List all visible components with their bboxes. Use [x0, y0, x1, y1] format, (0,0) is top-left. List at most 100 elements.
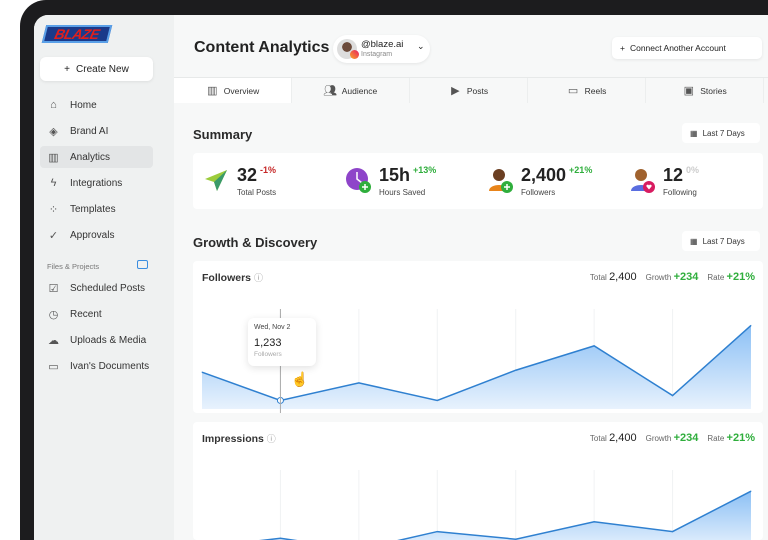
tab-bar: ▥ Overview 👥︎ Audience ▶ Posts ▭ Reels ▣ Stor… [174, 77, 768, 103]
connect-label: Connect Another Account [629, 43, 726, 53]
summary-cards: 32 -1% Total Posts 15h +13% Hours Saved 2,40… [193, 153, 763, 209]
cloud-upload-icon: ☁ [48, 334, 59, 347]
rate-value: +21% [726, 432, 755, 444]
tab-posts[interactable]: ▶ Posts [410, 78, 528, 103]
info-icon[interactable]: ⓘ [266, 434, 276, 444]
info-icon[interactable]: ⓘ [253, 273, 263, 283]
portrait-icon: ▣ [683, 85, 694, 97]
instagram-icon [350, 50, 359, 59]
rate-label: Rate [707, 434, 725, 443]
plus-icon: + [620, 43, 625, 53]
stat-change: +21% [569, 165, 593, 175]
tooltip-date: Wed, Nov 2 [254, 324, 291, 331]
bolt-icon: ϟ [50, 177, 57, 189]
stat-followers: 2,400 +21% Followers [477, 153, 619, 209]
sidebar: BLAZE + Create New ⌂ Home ◈ Brand AI ▥ Analyti… [34, 15, 174, 540]
summary-range-select[interactable]: ▦ Last 7 Days [682, 123, 760, 143]
x-tick-label: Nov 7 [673, 412, 694, 413]
files-section-label: Files & Projects [47, 262, 100, 271]
sidebar-item-ivan-s-documents[interactable]: ▭ Ivan's Documents [40, 355, 153, 377]
tooltip-label: Followers [254, 351, 282, 358]
area-fill [202, 325, 751, 409]
sidebar-item-analytics[interactable]: ▥ Analytics [40, 146, 153, 168]
sidebar-item-label: Brand AI [70, 125, 109, 137]
chart-title: Impressions ⓘ [202, 432, 276, 445]
hand-cursor-icon: ☝ [291, 371, 309, 387]
home-icon: ⌂ [50, 99, 57, 111]
stat-hours-saved: 15h +13% Hours Saved [335, 153, 477, 209]
chart-title-text: Followers [202, 272, 252, 284]
sidebar-item-label: Analytics [70, 151, 111, 163]
bar-chart-icon: ▥ [207, 85, 218, 97]
growth-title: Growth & Discovery [193, 235, 318, 250]
sidebar-item-approvals[interactable]: ✓ Approvals [40, 224, 153, 246]
plus-icon: + [64, 63, 71, 75]
x-tick-label: Nov 4 [437, 412, 458, 413]
sidebar-item-label: Uploads & Media [70, 334, 147, 346]
stat-change: -1% [260, 165, 277, 175]
sidebar-item-templates[interactable]: ⁘ Templates [40, 198, 153, 220]
x-tick-label: Nov 3 [359, 412, 380, 413]
x-tick-label: Nov 2 [280, 412, 301, 413]
tab-stories[interactable]: ▣ Stories [646, 78, 764, 103]
stat-label: Total Posts [237, 188, 277, 197]
stat-change: +13% [413, 165, 437, 175]
sidebar-item-recent[interactable]: ◷ Recent [40, 303, 153, 325]
x-tick-label: Nov 1 [202, 412, 223, 413]
calendar-icon: ▦ [690, 236, 698, 246]
sidebar-item-integrations[interactable]: ϟ Integrations [40, 172, 153, 194]
sidebar-item-uploads-media[interactable]: ☁ Uploads & Media [40, 329, 153, 351]
stat-value: 32 [237, 165, 258, 185]
create-new-button[interactable]: + Create New [40, 57, 153, 81]
sidebar-item-home[interactable]: ⌂ Home [40, 94, 153, 116]
paper-plane-icon [205, 170, 227, 191]
account-switcher[interactable]: @blaze.ai Instagram ⌄ [333, 35, 430, 63]
logo-text: BLAZE [52, 26, 102, 42]
tag-icon: ◈ [49, 125, 58, 138]
chart-title: Followers ⓘ [202, 271, 263, 284]
growth-range-select[interactable]: ▦ Last 7 Days [682, 231, 760, 251]
calendar-icon: ▦ [690, 128, 698, 138]
rate-label: Rate [707, 273, 725, 282]
video-icon: ▭ [567, 85, 579, 97]
summary-title: Summary [193, 127, 253, 142]
series-line [258, 490, 752, 540]
stat-label: Hours Saved [379, 188, 426, 197]
account-handle: @blaze.ai [361, 39, 404, 50]
folder-clock-icon: ◷ [48, 308, 59, 321]
blaze-logo[interactable]: BLAZE [41, 25, 113, 43]
stat-value: 15h [379, 165, 411, 185]
followers-chart[interactable]: Nov 1 Nov 2 Nov 3 Nov 4 Nov 5 Nov 6 Nov 7 [193, 261, 763, 413]
stat-change: 0% [686, 165, 700, 175]
growth-label: Growth [645, 273, 672, 282]
folder-icon: ▭ [48, 360, 59, 373]
growth-value: +234 [673, 271, 699, 283]
calendar-check-icon: ☑ [48, 282, 59, 295]
add-folder-icon[interactable] [137, 260, 148, 269]
tab-overview[interactable]: ▥ Overview [174, 78, 292, 103]
main-content: Content Analytics @blaze.ai Instagram ⌄ … [174, 15, 768, 540]
chart-title-text: Impressions [202, 433, 264, 445]
stat-following: 12 0% Following [619, 153, 761, 209]
sidebar-item-scheduled-posts[interactable]: ☑ Scheduled Posts [40, 277, 153, 299]
sidebar-item-label: Home [70, 99, 97, 111]
stat-label: Following [663, 188, 697, 197]
sidebar-item-brand-ai[interactable]: ◈ Brand AI [40, 120, 153, 142]
range-label: Last 7 Days [702, 128, 745, 138]
sidebar-item-label: Recent [70, 308, 102, 320]
total-label: Total [589, 273, 607, 282]
followers-panel: Followers ⓘ Total 2,400 Growth +234 Rate +… [193, 261, 763, 413]
impressions-chart[interactable] [193, 422, 763, 540]
tab-label: Overview [223, 85, 260, 96]
tab-reels[interactable]: ▭ Reels [528, 78, 646, 103]
sidebar-item-label: Approvals [70, 229, 115, 241]
growth-value: +234 [673, 432, 699, 444]
chevron-down-icon: ⌄ [417, 41, 425, 51]
total-value: 2,400 [609, 432, 637, 444]
area-fill [202, 491, 751, 540]
connect-account-button[interactable]: + Connect Another Account [612, 37, 762, 59]
check-badge-icon: ✓ [48, 229, 59, 242]
sidebar-item-label: Templates [70, 203, 116, 215]
tab-audience[interactable]: 👥︎ Audience [292, 78, 410, 103]
tooltip-value: 1,233 [254, 337, 282, 349]
